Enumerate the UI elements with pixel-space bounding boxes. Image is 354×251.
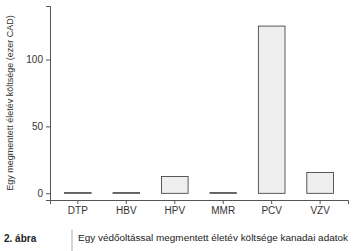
- x-tick: DTP: [68, 200, 88, 216]
- x-axis-line: [51, 201, 349, 205]
- x-tick-label: HBV: [116, 205, 137, 216]
- bar: [65, 192, 92, 194]
- y-tick-mark: [46, 60, 50, 61]
- x-tick: MMR: [211, 200, 235, 216]
- x-tick-label: DTP: [68, 205, 88, 216]
- x-tick-label: PCV: [261, 205, 282, 216]
- y-tick-mark: [46, 193, 50, 194]
- x-tick-mark: [223, 200, 224, 204]
- y-tick-label: 100: [26, 54, 43, 65]
- y-tick-label: 50: [32, 121, 44, 132]
- x-tick-mark: [320, 200, 321, 204]
- x-tick-mark: [77, 200, 78, 204]
- bar: [258, 26, 285, 193]
- x-tick: HPV: [164, 200, 185, 216]
- y-tick: 50: [32, 121, 50, 132]
- caption-separator: [72, 230, 73, 251]
- y-axis-line: [46, 7, 51, 201]
- y-tick-mark: [46, 126, 50, 127]
- x-tick: HBV: [116, 200, 137, 216]
- x-tick: PCV: [261, 200, 282, 216]
- chart: 0 50 100 DTP HBV HPV MMR PCV VZV Egy megmentett é…: [0, 0, 354, 251]
- x-tick-mark: [126, 200, 127, 204]
- x-tick: VZV: [310, 200, 330, 216]
- x-tick-label: MMR: [211, 205, 235, 216]
- x-axis: DTP HBV HPV MMR PCV VZV: [51, 200, 349, 216]
- y-axis: 0 50 100: [26, 7, 50, 201]
- bars: [65, 26, 334, 193]
- plot: 0 50 100 DTP HBV HPV MMR PCV VZV: [26, 7, 348, 217]
- caption-number: 2. ábra: [4, 233, 37, 244]
- bar: [210, 192, 237, 194]
- bar: [161, 177, 188, 194]
- x-tick-label: VZV: [310, 205, 330, 216]
- y-axis-title: Egy megmentett életév költsége (ezer CAD…: [5, 15, 15, 191]
- y-tick: 0: [37, 188, 50, 199]
- caption-text: Egy védőoltással megmentett életév költs…: [78, 233, 349, 243]
- y-tick: 100: [26, 54, 50, 65]
- x-tick-label: HPV: [164, 205, 185, 216]
- x-tick-mark: [271, 200, 272, 204]
- y-tick-label: 0: [37, 188, 43, 199]
- bar: [307, 173, 334, 194]
- x-tick-mark: [174, 200, 175, 204]
- bar: [113, 192, 140, 194]
